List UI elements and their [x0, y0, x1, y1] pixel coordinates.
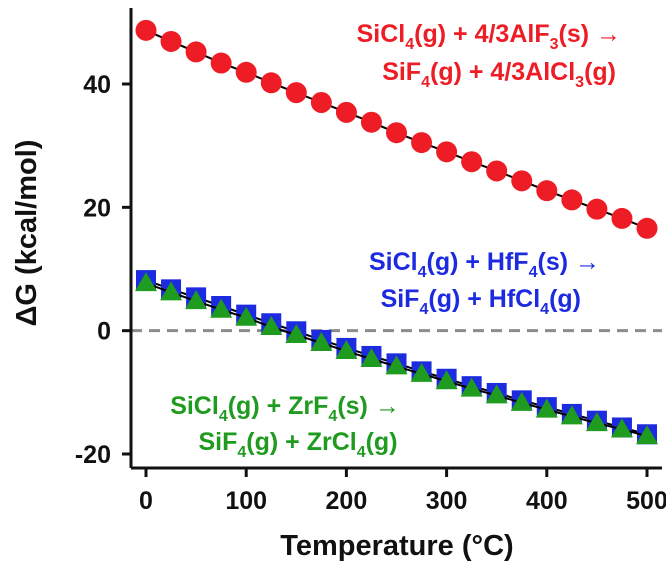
data-point: [586, 198, 608, 220]
data-point: [260, 315, 283, 335]
ticks-layer: 0 100 200 300 400 500 -20 0 20 40: [75, 71, 666, 515]
annotation-alf3: SiCl4(g) + 4/3AlF3(s) → SiF4(g) + 4/3AlC…: [357, 20, 621, 91]
data-point: [486, 160, 508, 182]
data-point: [310, 92, 332, 113]
annotation-hff4-line1: SiCl4(g) + HfF4(s) →: [369, 248, 600, 281]
data-point: [360, 111, 382, 133]
x-tick-label: 100: [225, 487, 267, 515]
series-triangle: [135, 272, 658, 445]
data-point: [510, 391, 533, 411]
x-tick-label: 400: [526, 487, 568, 515]
annotation-hff4-line2: SiF4(g) + HfCl4(g): [381, 285, 581, 318]
data-point: [285, 82, 307, 104]
data-point: [335, 101, 357, 123]
data-point: [435, 370, 458, 390]
data-point: [185, 290, 208, 310]
data-point: [185, 41, 207, 63]
data-point: [410, 362, 433, 382]
data-point: [511, 170, 533, 192]
data-point: [260, 72, 282, 94]
x-axis-title: Temperature (°C): [280, 530, 513, 562]
x-tick-label: 300: [426, 487, 468, 515]
annotation-alf3-line1: SiCl4(g) + 4/3AlF3(s) →: [357, 20, 621, 53]
data-point: [536, 180, 558, 202]
data-point: [210, 52, 232, 74]
series-circle: [135, 19, 658, 239]
series-layer: [135, 19, 658, 445]
data-point: [535, 398, 558, 418]
data-point: [485, 384, 508, 404]
data-point: [560, 405, 583, 425]
data-point: [285, 323, 308, 343]
data-point: [160, 281, 183, 301]
data-point: [386, 122, 407, 144]
data-point: [636, 217, 658, 239]
data-point: [610, 418, 633, 438]
data-point: [335, 340, 358, 360]
annotation-alf3-line2: SiF4(g) + 4/3AlCl3(g): [382, 58, 616, 91]
data-point: [411, 132, 433, 154]
data-point: [210, 298, 233, 318]
x-tick-label: 500: [626, 487, 666, 515]
data-point: [561, 189, 583, 211]
data-point: [135, 272, 157, 292]
y-axis-title: ΔG (kcal/mol): [11, 140, 43, 327]
x-tick-label: 200: [326, 487, 368, 515]
data-point: [585, 412, 608, 432]
data-point: [460, 377, 483, 397]
data-point: [310, 332, 333, 351]
data-point: [385, 355, 408, 375]
x-tick-label: 0: [139, 487, 153, 515]
y-tick-label: 20: [83, 194, 111, 222]
data-point: [160, 30, 182, 52]
data-point: [360, 348, 383, 368]
y-tick-label: -20: [75, 441, 111, 469]
annotation-zrf4: SiCl4(g) + ZrF4(s) → SiF4(g) + ZrCl4(g): [170, 392, 400, 461]
y-tick-label: 0: [97, 318, 111, 346]
data-point: [235, 306, 258, 326]
data-point: [611, 207, 633, 229]
y-tick-label: 40: [83, 71, 111, 99]
data-point: [135, 19, 157, 41]
annotation-hff4: SiCl4(g) + HfF4(s) → SiF4(g) + HfCl4(g): [369, 248, 600, 318]
data-point: [636, 425, 658, 445]
data-point: [436, 141, 458, 163]
annotation-zrf4-line2: SiF4(g) + ZrCl4(g): [198, 428, 397, 461]
data-point: [461, 151, 483, 173]
data-point: [235, 61, 257, 83]
annotation-zrf4-line1: SiCl4(g) + ZrF4(s) →: [170, 392, 400, 425]
